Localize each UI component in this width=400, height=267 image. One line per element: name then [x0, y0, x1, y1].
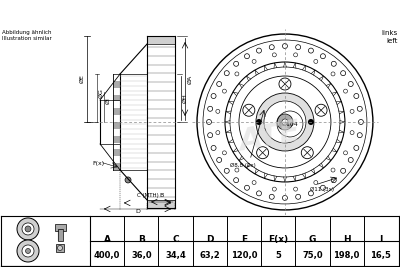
- Circle shape: [279, 78, 291, 90]
- Text: ØE: ØE: [80, 74, 85, 84]
- Text: 436126: 436126: [260, 6, 324, 22]
- Circle shape: [264, 101, 306, 143]
- Circle shape: [243, 104, 255, 116]
- FancyBboxPatch shape: [56, 244, 64, 252]
- Text: B: B: [138, 235, 145, 245]
- Text: D: D: [206, 235, 214, 245]
- Text: B: B: [159, 193, 163, 198]
- Text: ØI: ØI: [106, 97, 111, 104]
- Text: 34,4: 34,4: [165, 252, 186, 261]
- Circle shape: [22, 245, 34, 257]
- Text: C: C: [172, 235, 179, 245]
- Text: Ø104: Ø104: [282, 121, 298, 127]
- Text: 198,0: 198,0: [334, 252, 360, 261]
- Circle shape: [315, 104, 327, 116]
- Text: Ø8,8 (2x): Ø8,8 (2x): [230, 162, 256, 167]
- Text: D: D: [135, 209, 140, 214]
- Circle shape: [22, 223, 34, 235]
- Text: 5: 5: [275, 252, 281, 261]
- Text: 400,0: 400,0: [94, 252, 120, 261]
- Text: Abbildung ähnlich
Illustration similar: Abbildung ähnlich Illustration similar: [2, 30, 52, 41]
- Circle shape: [308, 119, 314, 125]
- Text: 24.0136-0126.2: 24.0136-0126.2: [92, 6, 228, 22]
- Circle shape: [256, 93, 314, 151]
- Text: 120,0: 120,0: [231, 252, 257, 261]
- Text: ØG: ØG: [99, 88, 104, 98]
- Text: 75,0: 75,0: [302, 252, 323, 261]
- Text: ØA: ØA: [188, 74, 193, 84]
- Circle shape: [257, 147, 269, 159]
- Circle shape: [256, 119, 262, 125]
- Text: H: H: [343, 235, 350, 245]
- Circle shape: [17, 218, 39, 240]
- Text: G: G: [309, 235, 316, 245]
- Text: E: E: [241, 235, 247, 245]
- FancyBboxPatch shape: [54, 225, 66, 231]
- Text: ATE: ATE: [237, 117, 303, 157]
- Text: A: A: [104, 235, 111, 245]
- Circle shape: [26, 249, 30, 253]
- Text: I: I: [379, 235, 382, 245]
- Text: 16,5: 16,5: [370, 252, 391, 261]
- Circle shape: [17, 240, 39, 262]
- Circle shape: [25, 226, 31, 232]
- Text: Ø11 (3x): Ø11 (3x): [310, 187, 334, 193]
- Text: F(x): F(x): [92, 161, 104, 166]
- Text: F(x): F(x): [268, 235, 288, 245]
- Text: ØH: ØH: [183, 93, 188, 103]
- Circle shape: [277, 114, 293, 130]
- Circle shape: [301, 147, 313, 159]
- Text: 36,0: 36,0: [131, 252, 152, 261]
- Circle shape: [282, 119, 288, 125]
- Text: 63,2: 63,2: [200, 252, 220, 261]
- FancyBboxPatch shape: [58, 229, 62, 241]
- Circle shape: [125, 177, 131, 183]
- Circle shape: [58, 245, 62, 250]
- Text: C (MTH): C (MTH): [137, 193, 158, 198]
- Text: links
left: links left: [382, 30, 398, 44]
